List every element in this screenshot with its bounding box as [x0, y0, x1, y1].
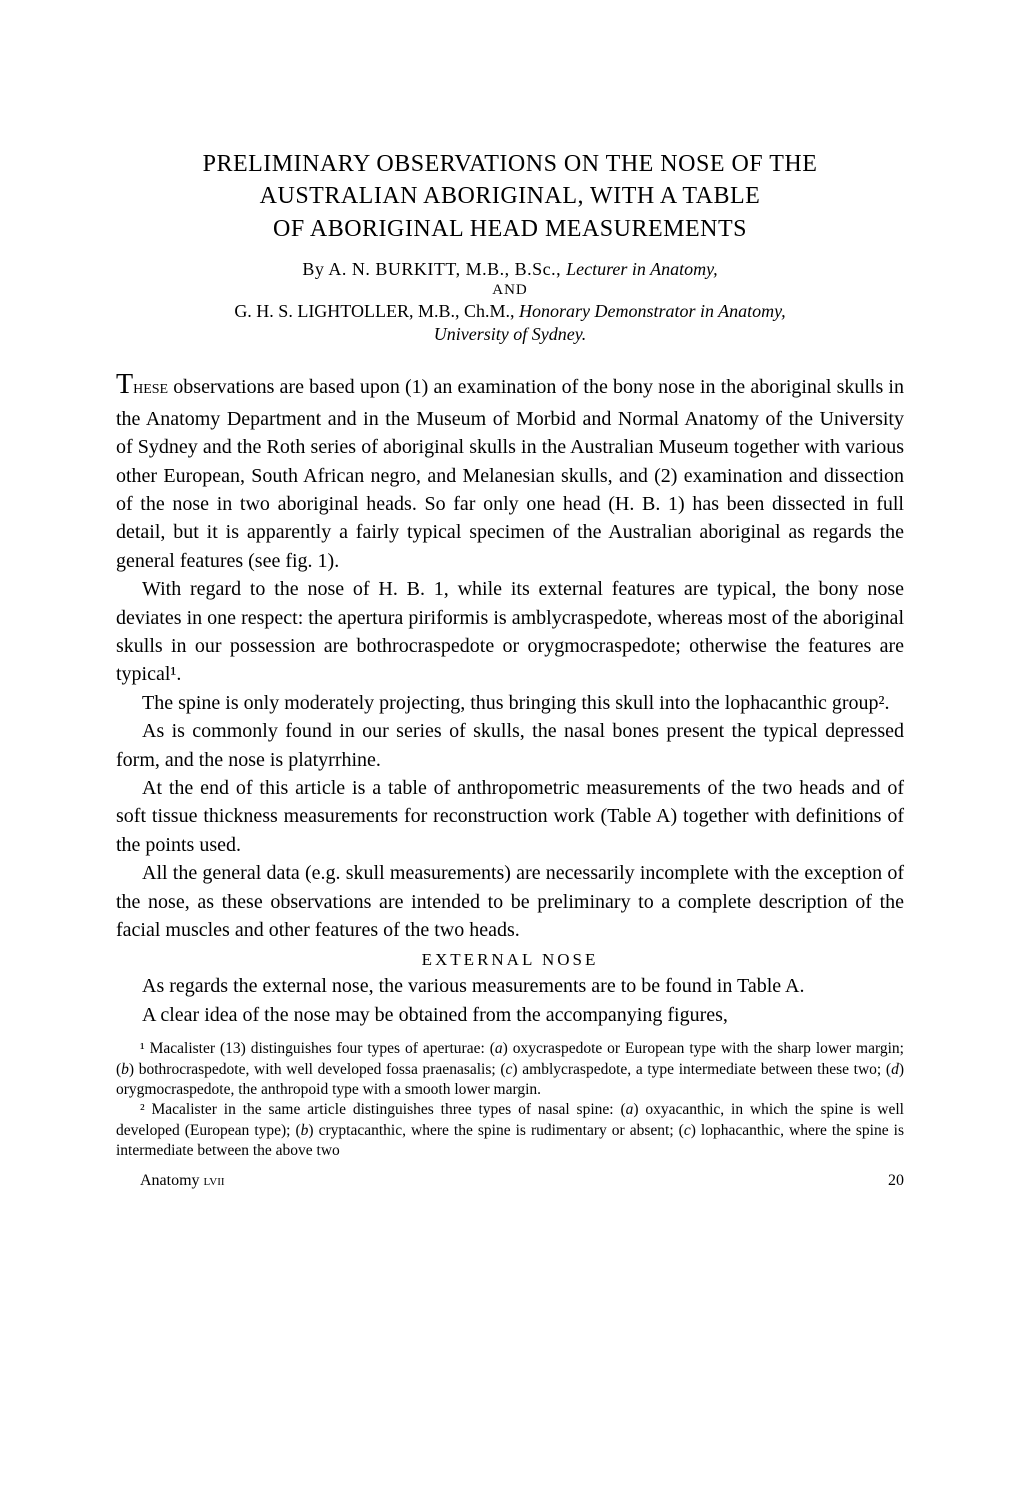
page-container: PRELIMINARY OBSERVATIONS ON THE NOSE OF … [0, 0, 1020, 1250]
para1-smallcaps: hese [133, 376, 168, 398]
footer-page-number: 20 [888, 1172, 904, 1190]
author2-role: Honorary Demonstrator in Anatomy, [519, 301, 786, 321]
title-line-1: PRELIMINARY OBSERVATIONS ON THE NOSE OF … [116, 148, 904, 180]
footnote-1: ¹ Macalister (13) distinguishes four typ… [116, 1039, 904, 1100]
footnote1-a: Macalister (13) distinguishes four types… [150, 1040, 495, 1057]
paragraph-2: With regard to the nose of H. B. 1, whil… [116, 575, 904, 689]
paragraph-4: As is commonly found in our series of sk… [116, 717, 904, 774]
footnote1-id: d [891, 1061, 899, 1078]
paragraph-3: The spine is only moderately projecting,… [116, 689, 904, 717]
footer-volume: lvii [204, 1172, 225, 1189]
footnote1-d: ) amblycraspedote, a type intermediate b… [512, 1061, 891, 1078]
paragraph-7: As regards the external nose, the variou… [116, 972, 904, 1000]
footnote2-marker: ² [140, 1101, 152, 1118]
footnote1-ia: a [495, 1040, 503, 1057]
body-text: These observations are based upon (1) an… [116, 365, 904, 1029]
footnote2-ic: c [684, 1122, 691, 1139]
paragraph-8: A clear idea of the nose may be obtained… [116, 1001, 904, 1029]
author-byline-2: G. H. S. LIGHTOLLER, M.B., Ch.M., Honora… [116, 301, 904, 322]
title-line-3: OF ABORIGINAL HEAD MEASUREMENTS [116, 213, 904, 245]
section-heading-external-nose: EXTERNAL NOSE [116, 950, 904, 970]
author1-name: A. N. BURKITT, M.B., B.Sc., [328, 259, 566, 279]
title-line-2: AUSTRALIAN ABORIGINAL, WITH A TABLE [116, 180, 904, 212]
paragraph-1: These observations are based upon (1) an… [116, 365, 904, 575]
footer-journal-name: Anatomy [140, 1172, 204, 1189]
page-footer: Anatomy lvii 20 [116, 1172, 904, 1190]
footer-journal: Anatomy lvii [116, 1172, 225, 1190]
author-byline-1: By A. N. BURKITT, M.B., B.Sc., Lecturer … [116, 259, 904, 280]
footnote2-c: ) cryptacanthic, where the spine is rudi… [308, 1122, 683, 1139]
footnote1-marker: ¹ [140, 1040, 150, 1057]
author1-role: Lecturer in Anatomy, [566, 259, 718, 279]
affiliation: University of Sydney. [116, 324, 904, 345]
footnote2-a: Macalister in the same article distingui… [152, 1101, 626, 1118]
article-title: PRELIMINARY OBSERVATIONS ON THE NOSE OF … [116, 148, 904, 245]
byline-prefix: By [302, 259, 328, 279]
dropcap: T [116, 369, 133, 400]
paragraph-5: At the end of this article is a table of… [116, 774, 904, 859]
footnote1-ib: b [121, 1061, 129, 1078]
footnote1-c: ) bothrocraspedote, with well developed … [129, 1061, 506, 1078]
paragraph-6: All the general data (e.g. skull measure… [116, 859, 904, 944]
author2-name: G. H. S. LIGHTOLLER, M.B., Ch.M., [234, 301, 519, 321]
para1-rest: observations are based upon (1) an exami… [116, 376, 904, 572]
footnote-2: ² Macalister in the same article disting… [116, 1100, 904, 1161]
footnotes: ¹ Macalister (13) distinguishes four typ… [116, 1039, 904, 1162]
and-label: AND [116, 282, 904, 299]
